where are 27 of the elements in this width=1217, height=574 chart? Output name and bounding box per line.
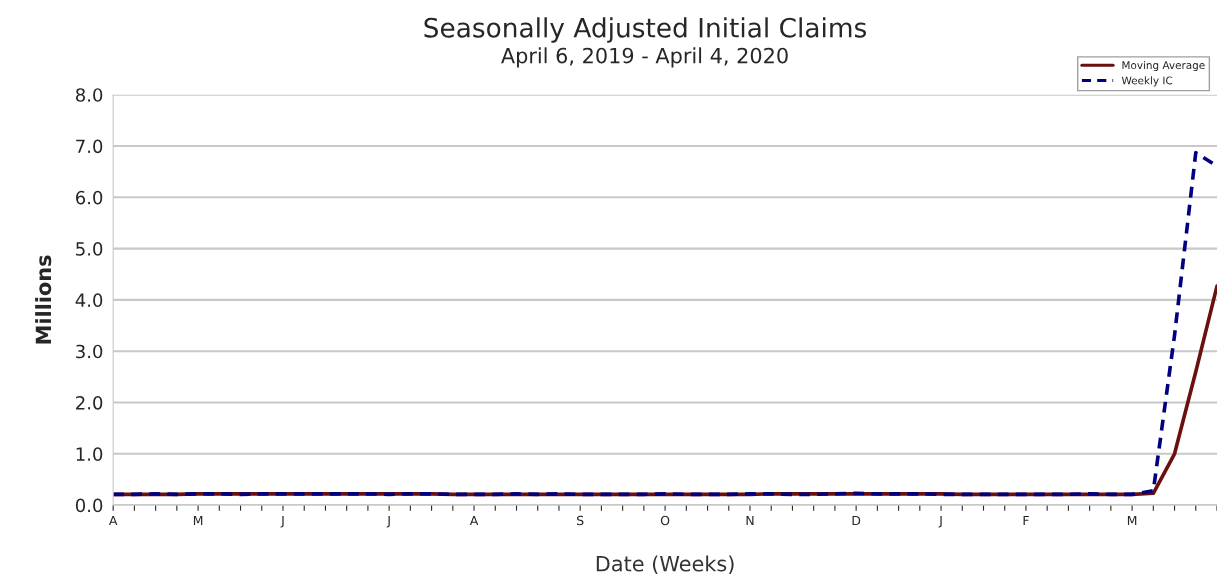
x-tick-label: J: [280, 515, 284, 528]
legend-label: Moving Average: [1122, 61, 1205, 72]
y-tick-label: 2.0: [76, 395, 103, 410]
x-tick-label: J: [386, 515, 390, 528]
y-tick-label: 8.0: [75, 88, 103, 102]
y-tick-label: 5.0: [76, 242, 103, 256]
x-tick-label: A: [469, 515, 479, 526]
y-tick-label: 3.0: [76, 344, 103, 359]
x-tick-label: S: [577, 515, 584, 526]
x-tick-label: A: [109, 515, 118, 526]
x-tick-label: N: [746, 515, 754, 526]
y-tick-label: 7.0: [76, 139, 103, 154]
y-tick-label: 0.0: [75, 498, 103, 513]
chart-subtitle: April 6, 2019 - April 4, 2020: [501, 47, 788, 68]
x-tick-label: M: [193, 515, 203, 526]
x-tick-label: F: [1023, 515, 1029, 526]
y-axis-title: Millions: [35, 255, 52, 344]
legend-label: Weekly IC: [1121, 76, 1173, 87]
chart-title: Seasonally Adjusted Initial Claims: [424, 17, 867, 43]
y-tick-label: 4.0: [75, 293, 103, 308]
x-tick-label: D: [852, 515, 861, 526]
x-tick-label: J: [938, 515, 942, 528]
x-tick-label: O: [660, 515, 670, 526]
y-tick-label: 1.0: [76, 447, 103, 461]
y-tick-label: 6.0: [76, 190, 103, 205]
x-axis-title: Date (Weeks): [596, 555, 734, 574]
x-tick-label: M: [1127, 515, 1137, 526]
